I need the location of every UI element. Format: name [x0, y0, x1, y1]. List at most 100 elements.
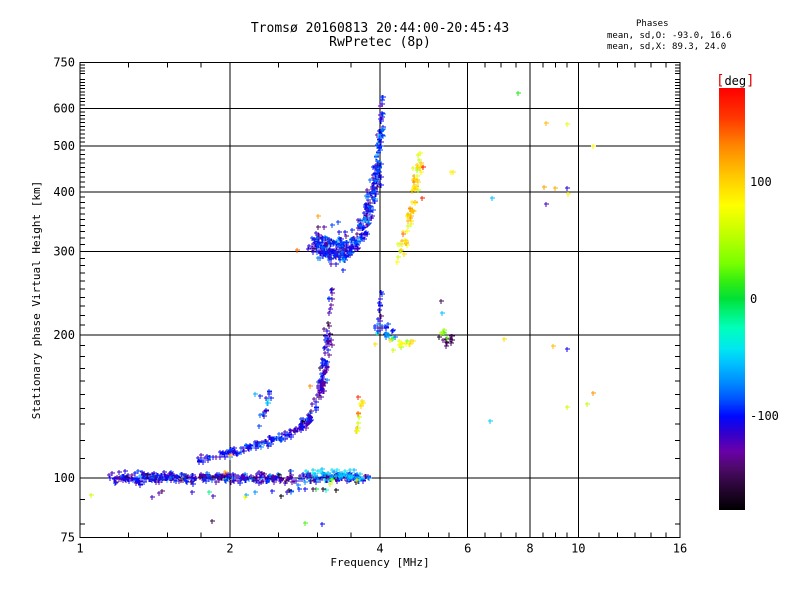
- data-point: [340, 240, 345, 245]
- data-point: [362, 211, 367, 216]
- data-point: [356, 421, 361, 426]
- data-point: [396, 255, 401, 260]
- data-point: [303, 487, 308, 492]
- data-point: [321, 236, 326, 241]
- data-point: [207, 490, 212, 495]
- data-point: [372, 181, 377, 186]
- data-point: [325, 340, 330, 345]
- data-point: [262, 414, 267, 419]
- colorbar: [deg] 100 0 -100: [716, 73, 779, 510]
- data-point: [343, 469, 348, 474]
- data-point: [309, 409, 314, 414]
- data-point: [380, 326, 385, 331]
- data-point: [310, 402, 315, 407]
- data-point: [355, 232, 360, 237]
- data-point: [157, 480, 162, 485]
- chart-title: Tromsø 20160813 20:44:00-20:45:43: [251, 21, 509, 36]
- data-point: [336, 220, 341, 225]
- data-point: [370, 214, 375, 219]
- data-point: [357, 223, 362, 228]
- data-point: [368, 192, 373, 197]
- data-point: [292, 479, 297, 484]
- data-point: [320, 361, 325, 366]
- data-point: [304, 421, 309, 426]
- data-point: [179, 478, 184, 483]
- data-point: [190, 490, 195, 495]
- data-point: [322, 346, 327, 351]
- data-point: [379, 117, 384, 122]
- phase-stats-o-mode: mean, sd,O: -93.0, 16.6: [607, 31, 732, 41]
- data-point: [303, 521, 308, 526]
- data-point: [376, 178, 381, 183]
- data-point: [379, 175, 384, 180]
- data-point: [326, 348, 331, 353]
- data-point: [258, 413, 263, 418]
- data-point: [378, 319, 383, 324]
- data-point: [130, 473, 135, 478]
- data-point: [329, 303, 334, 308]
- colorbar-tick-labels: 100 0 -100: [750, 175, 779, 423]
- data-point: [334, 262, 339, 267]
- data-point: [327, 297, 332, 302]
- data-point: [287, 488, 292, 493]
- data-point: [299, 417, 304, 422]
- data-point: [257, 481, 262, 486]
- data-point: [390, 329, 395, 334]
- data-point: [322, 369, 327, 374]
- data-point: [367, 476, 372, 481]
- data-point: [117, 476, 122, 481]
- data-point: [141, 472, 146, 477]
- data-point: [155, 473, 160, 478]
- data-point: [406, 212, 411, 217]
- data-point: [332, 253, 337, 258]
- data-point: [439, 331, 444, 336]
- data-point: [323, 351, 328, 356]
- data-point: [405, 229, 410, 234]
- axis-ticks: [79, 61, 681, 538]
- data-point: [272, 480, 277, 485]
- data-point: [301, 419, 306, 424]
- chart-subtitle: RwPretec (8p): [329, 35, 431, 50]
- data-point: [272, 437, 277, 442]
- data-point: [307, 244, 312, 249]
- data-point: [210, 519, 215, 524]
- data-point: [329, 262, 334, 267]
- data-point: [373, 342, 378, 347]
- data-point: [248, 443, 253, 448]
- data-point: [449, 334, 454, 339]
- data-point: [359, 233, 364, 238]
- data-point: [308, 419, 313, 424]
- data-point: [323, 334, 328, 339]
- x-tick-label: 10: [571, 541, 585, 555]
- data-point: [380, 292, 385, 297]
- data-point: [364, 202, 369, 207]
- data-point: [388, 338, 393, 343]
- data-point: [366, 209, 371, 214]
- data-point: [160, 489, 165, 494]
- data-point: [404, 239, 409, 244]
- data-point: [256, 444, 261, 449]
- x-tick-label: 16: [673, 541, 687, 555]
- data-point: [378, 304, 383, 309]
- data-point: [207, 476, 212, 481]
- data-point: [544, 202, 549, 207]
- data-point: [244, 478, 249, 483]
- data-point: [397, 339, 402, 344]
- data-point: [202, 477, 207, 482]
- data-point: [410, 189, 415, 194]
- data-point: [502, 337, 507, 342]
- data-point: [406, 219, 411, 224]
- colorbar-unit-label: deg: [724, 74, 746, 88]
- data-point: [153, 478, 158, 483]
- data-point: [312, 247, 317, 252]
- data-point: [113, 481, 118, 486]
- data-point: [359, 404, 364, 409]
- data-point: [368, 201, 373, 206]
- colorbar-gradient: [719, 88, 745, 510]
- data-point: [267, 442, 272, 447]
- data-point: [123, 469, 128, 474]
- data-point: [451, 170, 456, 175]
- data-point: [329, 338, 334, 343]
